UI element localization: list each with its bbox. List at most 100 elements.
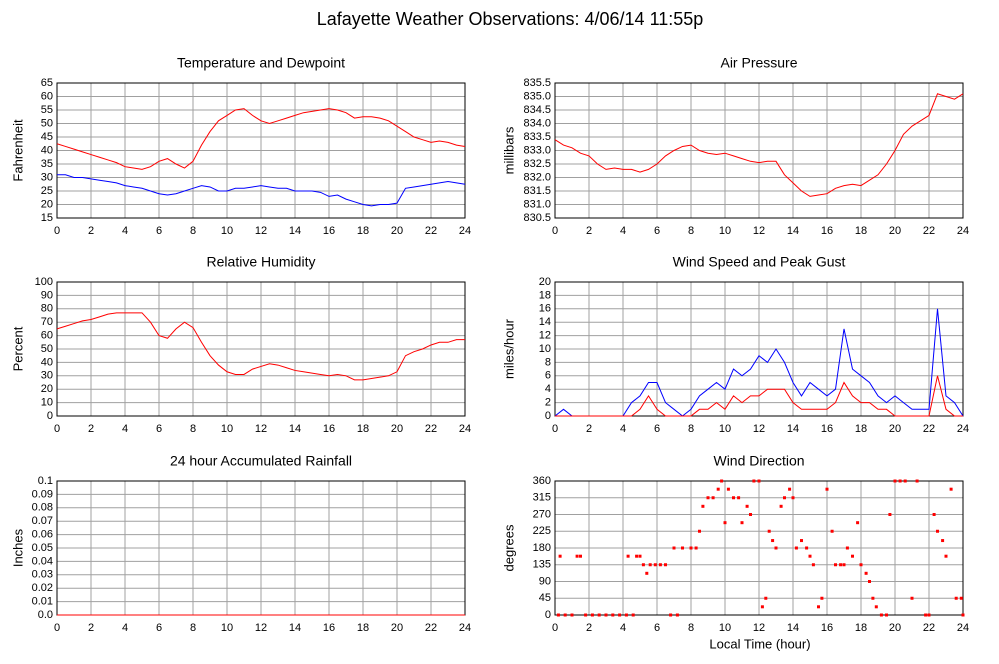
- data-point: [825, 487, 829, 491]
- y-axis-title: Fahrenheit: [10, 119, 25, 182]
- y-tick-label: 20: [539, 276, 551, 288]
- data-point: [767, 529, 771, 533]
- data-point: [740, 521, 744, 525]
- y-tick-label: 20: [41, 198, 53, 210]
- x-tick-label: 4: [122, 622, 128, 634]
- x-tick-label: 20: [889, 622, 901, 634]
- y-tick-label: 30: [41, 171, 53, 183]
- y-tick-label: 832.5: [523, 158, 551, 170]
- x-tick-label: 6: [654, 622, 660, 634]
- chart-panel: Relative HumidityPercent0102030405060708…: [10, 254, 471, 435]
- plot-border: [554, 82, 964, 219]
- chart-panel: Wind Speed and Peak Gustmiles/hour024681…: [501, 254, 969, 435]
- x-tick-label: 14: [289, 423, 301, 435]
- x-tick-label: 10: [221, 225, 233, 237]
- data-point: [839, 563, 843, 567]
- y-tick-label: 833.0: [523, 144, 551, 156]
- data-point: [779, 504, 783, 508]
- y-tick-label: 831.0: [523, 198, 551, 210]
- data-point: [856, 521, 860, 525]
- data-point: [949, 487, 953, 491]
- x-tick-label: 22: [425, 423, 437, 435]
- data-point: [669, 613, 673, 617]
- data-point: [716, 487, 720, 491]
- data-point: [604, 613, 608, 617]
- y-tick-label: 45: [539, 592, 551, 604]
- x-tick-label: 12: [255, 622, 267, 634]
- data-point: [701, 504, 705, 508]
- x-tick-label: 24: [957, 225, 969, 237]
- x-tick-label: 18: [855, 423, 867, 435]
- data-point: [783, 496, 786, 500]
- x-tick-label: 10: [719, 423, 731, 435]
- y-tick-label: 0: [545, 410, 551, 422]
- data-point: [771, 539, 775, 543]
- y-tick-label: 0.02: [32, 582, 53, 594]
- data-point: [774, 546, 778, 550]
- y-tick-label: 60: [41, 90, 53, 102]
- data-point: [800, 539, 803, 543]
- data-point: [859, 563, 863, 567]
- x-tick-label: 14: [787, 225, 799, 237]
- y-tick-label: 12: [539, 330, 551, 342]
- chart-panel: Wind Directiondegrees0459013518022527031…: [501, 453, 969, 634]
- x-tick-label: 24: [957, 423, 969, 435]
- data-point: [653, 563, 657, 567]
- data-point: [658, 563, 662, 567]
- data-point: [626, 554, 630, 558]
- data-point: [764, 596, 768, 600]
- x-axis-title: Local Time (hour): [709, 636, 810, 651]
- y-tick-label: 180: [533, 542, 551, 554]
- y-tick-label: 10: [41, 397, 53, 409]
- x-tick-label: 4: [620, 622, 626, 634]
- x-tick-label: 4: [122, 225, 128, 237]
- y-tick-label: 834.5: [523, 104, 551, 116]
- data-point: [871, 596, 875, 600]
- data-point: [954, 596, 958, 600]
- x-tick-label: 2: [88, 622, 94, 634]
- x-tick-label: 18: [855, 622, 867, 634]
- data-point: [885, 613, 888, 617]
- x-tick-label: 8: [190, 622, 196, 634]
- x-tick-label: 22: [425, 225, 437, 237]
- x-tick-label: 2: [586, 622, 592, 634]
- x-tick-label: 20: [889, 225, 901, 237]
- y-tick-label: 0.01: [32, 596, 53, 608]
- chart-title: Wind Speed and Peak Gust: [673, 254, 846, 270]
- x-tick-label: 20: [391, 622, 403, 634]
- x-tick-label: 18: [357, 423, 369, 435]
- y-tick-label: 18: [539, 289, 551, 301]
- data-point: [788, 487, 792, 491]
- x-tick-label: 16: [323, 423, 335, 435]
- x-tick-label: 6: [156, 622, 162, 634]
- data-point: [820, 596, 824, 600]
- data-point: [845, 546, 849, 550]
- y-tick-label: 100: [35, 276, 53, 288]
- y-tick-label: 832.0: [523, 171, 551, 183]
- data-point: [752, 479, 756, 483]
- y-tick-label: 315: [533, 492, 551, 504]
- x-tick-label: 2: [586, 423, 592, 435]
- y-tick-label: 834.0: [523, 117, 551, 129]
- x-tick-label: 22: [923, 423, 935, 435]
- data-point: [888, 513, 892, 516]
- data-point: [791, 496, 795, 500]
- data-point: [834, 563, 837, 567]
- data-point: [638, 554, 642, 558]
- y-tick-label: 0.09: [32, 488, 53, 500]
- y-tick-label: 833.5: [523, 131, 551, 143]
- x-tick-label: 20: [889, 423, 901, 435]
- data-point: [760, 605, 764, 609]
- data-point: [961, 613, 965, 617]
- y-axis-title: Percent: [10, 326, 25, 371]
- data-line: [57, 174, 466, 207]
- data-point: [672, 546, 676, 550]
- x-tick-label: 10: [719, 622, 731, 634]
- x-tick-label: 12: [753, 423, 765, 435]
- data-point: [830, 529, 834, 533]
- x-tick-label: 22: [923, 622, 935, 634]
- data-point: [611, 613, 615, 617]
- x-tick-label: 16: [323, 225, 335, 237]
- y-tick-label: 10: [539, 343, 551, 355]
- x-tick-label: 0: [54, 225, 60, 237]
